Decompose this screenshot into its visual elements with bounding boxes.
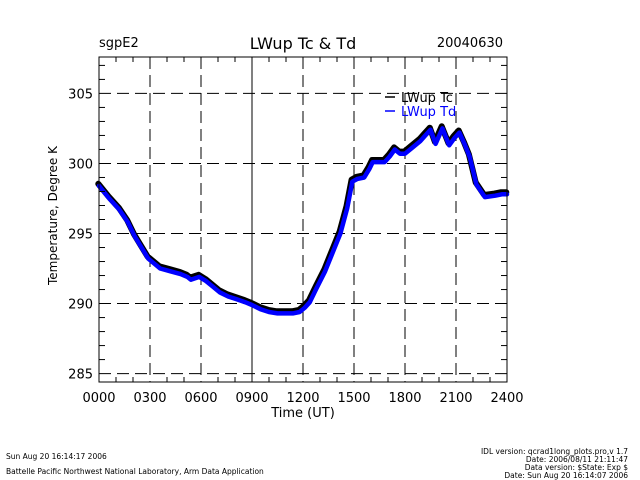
date-label: 20040630 [436, 36, 503, 51]
x-tick-label: 0000 [82, 391, 115, 406]
footer-version-line: Date: Sun Aug 20 16:14:07 2006 [504, 471, 628, 480]
legend-label: LWup Tc [401, 91, 453, 106]
series-group [95, 123, 510, 316]
x-tick-label: 0900 [235, 391, 268, 406]
footer-version-line: Data version: $State: Exp $ [524, 463, 628, 472]
x-tick-label: 1200 [286, 391, 319, 406]
y-tick-label: 305 [68, 87, 93, 102]
footer-version-line: Date: 2006/08/11 21:11:47 [525, 455, 628, 464]
y-tick-label: 295 [68, 228, 93, 243]
x-tick-label: 0300 [133, 391, 166, 406]
legend-label: LWup Td [401, 105, 456, 120]
site-label: sgpE2 [99, 36, 139, 51]
x-tick-label: 1800 [388, 391, 421, 406]
y-tick-label: 300 [68, 157, 93, 172]
footer-credit: Battelle Pacific Northwest National Labo… [6, 467, 264, 476]
x-tick-label: 1500 [337, 391, 370, 406]
x-tick-label: 2100 [439, 391, 472, 406]
footer-timestamp: Sun Aug 20 16:14:17 2006 [6, 452, 107, 461]
series-line-lwup-td [96, 126, 510, 316]
y-tick-label: 285 [68, 368, 93, 383]
x-axis-label: Time (UT) [270, 406, 335, 421]
x-tick-label: 2400 [490, 391, 523, 406]
x-tick-label: 0600 [184, 391, 217, 406]
series-line-lwup-tc [95, 123, 510, 315]
chart-title: LWup Tc & Td [249, 34, 357, 53]
y-tick-label: 290 [68, 298, 93, 313]
y-axis-label: Temperature, Degree K [46, 145, 60, 286]
ticks: 0000 0300 0600 0900 1200 1500 1800 2100 2400 285 2… [68, 57, 524, 406]
footer-version-info: IDL version: qcrad1long_plots.pro,v 1.7 … [481, 448, 628, 480]
footer-version-line: IDL version: qcrad1long_plots.pro,v 1.7 [480, 447, 628, 456]
